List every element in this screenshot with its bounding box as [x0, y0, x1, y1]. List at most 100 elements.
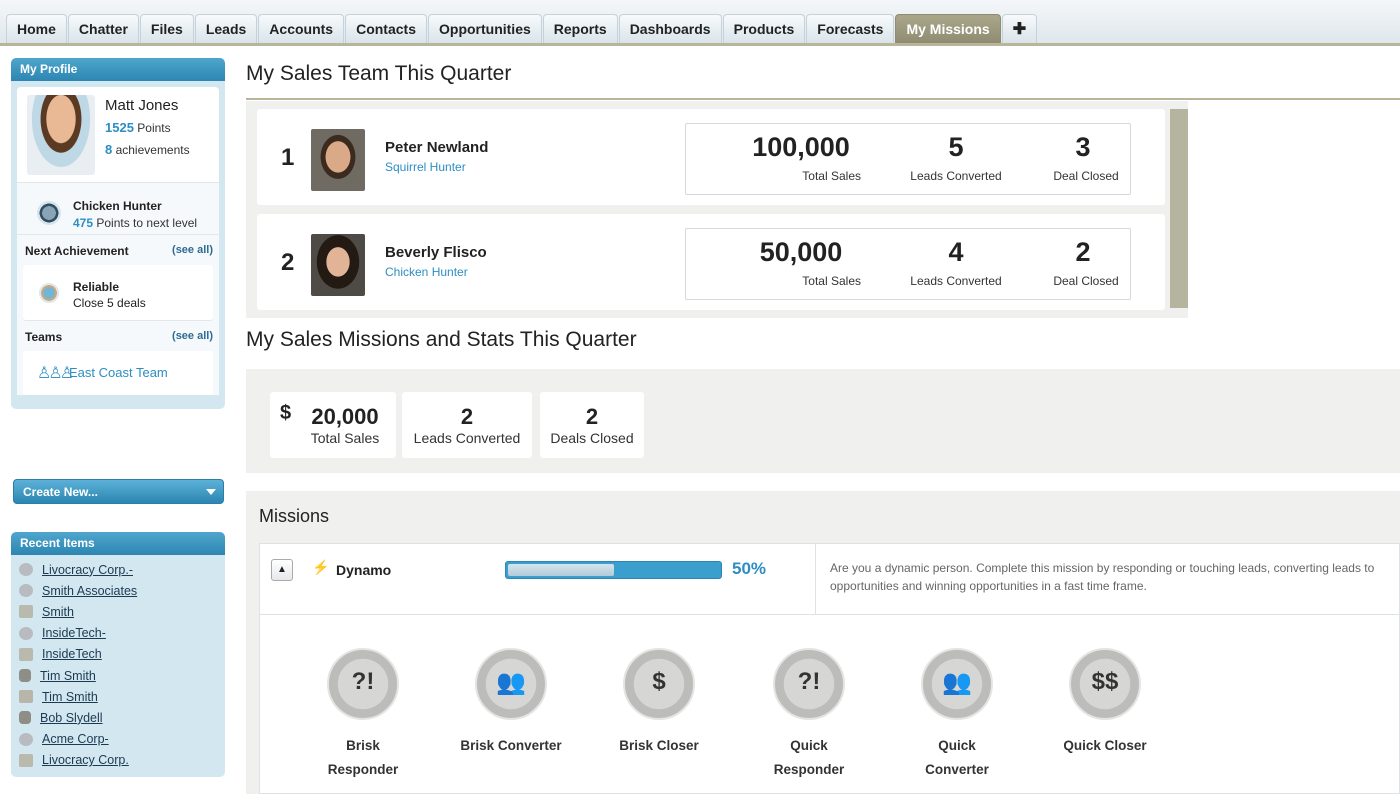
recent-item-link[interactable]: Livocracy Corp.-: [42, 562, 133, 577]
team-rep-card: 2 Beverly Flisco Chicken Hunter 50,000 T…: [257, 214, 1165, 310]
see-all-teams-link[interactable]: (see all): [172, 330, 213, 342]
mission-description: Are you a dynamic person. Complete this …: [830, 561, 1375, 593]
collapse-button[interactable]: ▲: [271, 559, 293, 581]
recent-item-link[interactable]: Tim Smith: [40, 668, 96, 683]
profile-header: My Profile: [11, 58, 225, 81]
profile-name[interactable]: Matt Jones: [105, 97, 179, 114]
recent-item[interactable]: Smith Associates: [17, 580, 219, 601]
tab-files[interactable]: Files: [139, 14, 194, 43]
tab-accounts[interactable]: Accounts: [258, 14, 345, 43]
rep-stats: 50,000 Total Sales 4 Leads Converted 2 D…: [685, 228, 1131, 300]
achievements-label[interactable]: achievements: [115, 143, 190, 157]
recent-item-link[interactable]: Acme Corp-: [42, 732, 109, 747]
total-sales-label: Total Sales: [310, 430, 380, 446]
mission-badge[interactable]: $ Brisk Closer: [594, 648, 724, 758]
avatar[interactable]: [27, 95, 95, 175]
create-new-button[interactable]: Create New...: [13, 479, 224, 504]
badge-glyph: 👥: [942, 669, 972, 696]
recent-item[interactable]: Tim Smith: [17, 665, 219, 686]
rep-name[interactable]: Peter Newland: [385, 139, 489, 156]
tab-dashboards[interactable]: Dashboards: [618, 14, 722, 43]
rep-level[interactable]: Chicken Hunter: [385, 265, 468, 279]
progress-fill: [508, 564, 614, 576]
badge-glyph: $: [652, 668, 666, 695]
recent-item[interactable]: Acme Corp-: [17, 729, 219, 750]
avatar[interactable]: [311, 234, 365, 296]
recent-item[interactable]: Livocracy Corp.-: [17, 559, 219, 580]
recent-item-link[interactable]: InsideTech: [42, 647, 102, 662]
mission-badge[interactable]: 👥 Quick Converter: [892, 648, 1022, 782]
recent-item[interactable]: Smith: [17, 601, 219, 622]
missions-title: Missions: [259, 506, 330, 526]
recent-item-link[interactable]: Tim Smith: [42, 689, 98, 704]
mission-badge[interactable]: ?! Brisk Responder: [298, 648, 428, 782]
recent-item-link[interactable]: InsideTech-: [42, 626, 106, 641]
recent-item-link[interactable]: Bob Slydell: [40, 710, 103, 725]
badge-glyph: 👥: [496, 669, 526, 696]
tab-chatter[interactable]: Chatter: [67, 14, 139, 43]
rep-deals-closed: 3: [1075, 132, 1091, 162]
people-icon: 👥: [475, 648, 547, 720]
total-sales-value: 20,000: [311, 404, 379, 429]
mission-badge[interactable]: ?! Quick Responder: [744, 648, 874, 782]
rep-deals-closed: 2: [1075, 237, 1091, 267]
rep-name[interactable]: Beverly Flisco: [385, 244, 487, 261]
see-all-achievements-link[interactable]: (see all): [172, 244, 213, 256]
scrollbar[interactable]: [1170, 109, 1188, 308]
account-icon: [19, 753, 33, 767]
leads-converted-label: Leads Converted: [413, 430, 521, 446]
opportunity-icon: [19, 626, 33, 640]
sales-team-panel: 1 Peter Newland Squirrel Hunter 100,000 …: [246, 101, 1400, 318]
achievements-stat: 8 achievements: [105, 142, 190, 157]
contact-icon: [19, 690, 33, 704]
achievement-desc: Close 5 deals: [73, 296, 146, 310]
recent-items-panel: Recent Items Livocracy Corp.- Smith Assoc…: [11, 532, 225, 777]
level-name: Chicken Hunter: [73, 199, 162, 213]
tab-reports[interactable]: Reports: [542, 14, 618, 43]
add-tab-icon[interactable]: ✚: [1001, 14, 1038, 43]
badge-name: Brisk Closer: [619, 738, 699, 753]
recent-item[interactable]: Livocracy Corp.: [17, 750, 219, 771]
tab-leads[interactable]: Leads: [194, 14, 258, 43]
mission-name[interactable]: Dynamo: [336, 562, 392, 578]
team-item[interactable]: ♙♙♙ East Coast Team: [23, 351, 213, 395]
recent-item[interactable]: Bob Slydell: [17, 707, 219, 728]
team-name[interactable]: East Coast Team: [69, 365, 168, 380]
opportunity-icon: [19, 563, 33, 577]
tab-opportunities[interactable]: Opportunities: [428, 14, 542, 43]
rep-level[interactable]: Squirrel Hunter: [385, 160, 466, 174]
recent-item[interactable]: InsideTech-: [17, 623, 219, 644]
mission-row: ▲ ⚡ Dynamo 50% Are you a dynamic person.…: [259, 543, 1400, 615]
rep-leads-converted: 4: [948, 237, 964, 267]
recent-item[interactable]: Tim Smith: [17, 686, 219, 707]
mission-stats-panel: $ 20,000 Total Sales 2 Leads Converted 2…: [246, 369, 1400, 473]
rep-total-sales: 50,000: [759, 237, 843, 267]
total-sales-label: Total Sales: [802, 274, 861, 288]
recent-item[interactable]: InsideTech: [17, 644, 219, 665]
leads-converted-box: 2 Leads Converted: [402, 392, 532, 458]
recent-item-link[interactable]: Livocracy Corp.: [42, 753, 129, 768]
recent-item-link[interactable]: Smith: [42, 604, 74, 619]
badge-name: Quick Converter: [925, 738, 989, 777]
tab-forecasts[interactable]: Forecasts: [806, 14, 895, 43]
next-achievement-card[interactable]: Reliable Close 5 deals: [23, 265, 213, 321]
recent-item-link[interactable]: Smith Associates: [42, 583, 138, 598]
tab-home[interactable]: Home: [6, 14, 67, 43]
tab-contacts[interactable]: Contacts: [345, 14, 427, 43]
leads-converted-value: 2: [460, 404, 474, 429]
deals-closed-label: Deals Closed: [550, 430, 634, 446]
mission-badge[interactable]: 👥 Brisk Converter: [446, 648, 576, 758]
rep-total-sales: 100,000: [752, 132, 850, 162]
achievements-value: 8: [105, 142, 113, 157]
tab-products[interactable]: Products: [722, 14, 806, 43]
mission-badge[interactable]: $$ Quick Closer: [1040, 648, 1170, 758]
tab-my-missions[interactable]: My Missions: [895, 14, 1001, 43]
team-rep-card: 1 Peter Newland Squirrel Hunter 100,000 …: [257, 109, 1165, 205]
main-content: My Sales Team This Quarter 1 Peter Newla…: [246, 56, 1400, 794]
account-icon: [19, 605, 33, 619]
level-points-label: Points to next level: [96, 216, 198, 230]
rep-stats: 100,000 Total Sales 5 Leads Converted 3 …: [685, 123, 1131, 195]
piggy-bank-icon: $: [623, 648, 695, 720]
avatar[interactable]: [311, 129, 365, 191]
team-section-title: My Sales Team This Quarter: [246, 62, 512, 85]
